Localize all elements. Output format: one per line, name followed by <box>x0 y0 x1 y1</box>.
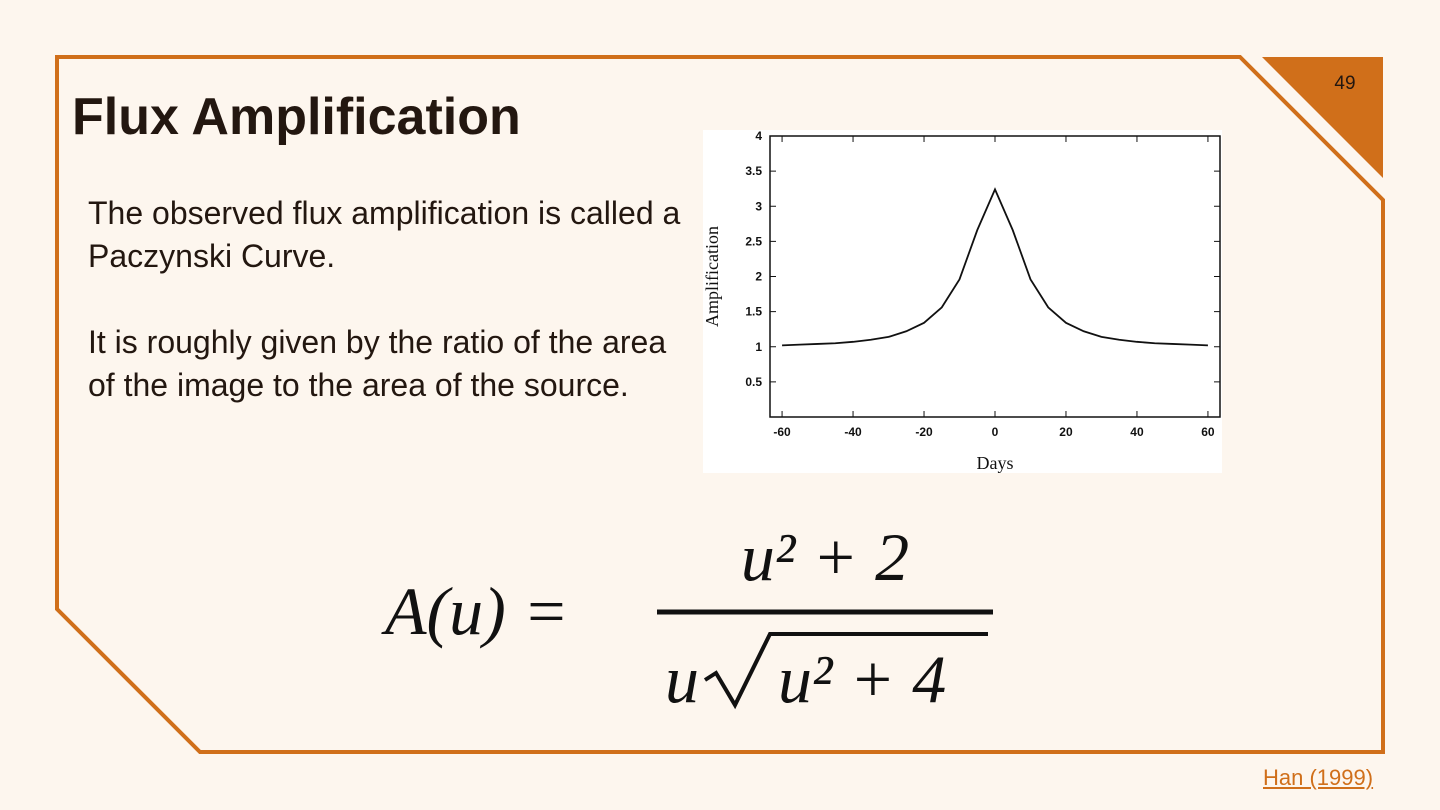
citation-link[interactable]: Han (1999) <box>1263 765 1374 790</box>
paragraph: It is roughly given by the ratio of the … <box>88 324 667 403</box>
title: Flux Amplification <box>72 88 521 146</box>
formula-denominator-factor: u <box>665 641 699 717</box>
frame <box>55 55 1385 754</box>
page-number: 49 <box>1334 73 1355 94</box>
y-tick-label: 2 <box>755 270 762 284</box>
y-tick-label: 1 <box>755 340 762 354</box>
x-tick-label: -60 <box>773 425 791 439</box>
x-tick-label: 0 <box>992 425 999 439</box>
x-tick-label: -40 <box>844 425 862 439</box>
chart-background <box>703 130 1222 473</box>
x-tick-label: 40 <box>1130 425 1144 439</box>
x-axis-label: Days <box>977 453 1014 473</box>
x-tick-label: 60 <box>1201 425 1215 439</box>
formula-numerator: u² + 2 <box>741 519 909 595</box>
formula-lhs: A(u) = <box>381 573 569 649</box>
x-tick-label: -20 <box>915 425 933 439</box>
y-tick-label: 2.5 <box>745 234 762 248</box>
x-tick-label: 20 <box>1059 425 1073 439</box>
y-axis-label: Amplification <box>702 226 722 327</box>
y-tick-label: 1.5 <box>745 305 762 319</box>
chart: 0.5 1 1.5 2 2.5 3 3.5 4 -60 -40 -20 0 20 40 60 Days Ampl… <box>702 129 1222 473</box>
data-line <box>782 187 1208 347</box>
formula-radicand: u² + 4 <box>778 641 946 717</box>
radical-sign <box>703 632 988 710</box>
y-tick-label: 3 <box>755 199 762 213</box>
y-tick-label: 0.5 <box>745 375 762 389</box>
y-tick-label: 3.5 <box>745 164 762 178</box>
y-tick-label: 4 <box>755 129 762 143</box>
corner <box>1262 57 1383 178</box>
paragraph: The observed flux amplification is calle… <box>88 195 681 274</box>
